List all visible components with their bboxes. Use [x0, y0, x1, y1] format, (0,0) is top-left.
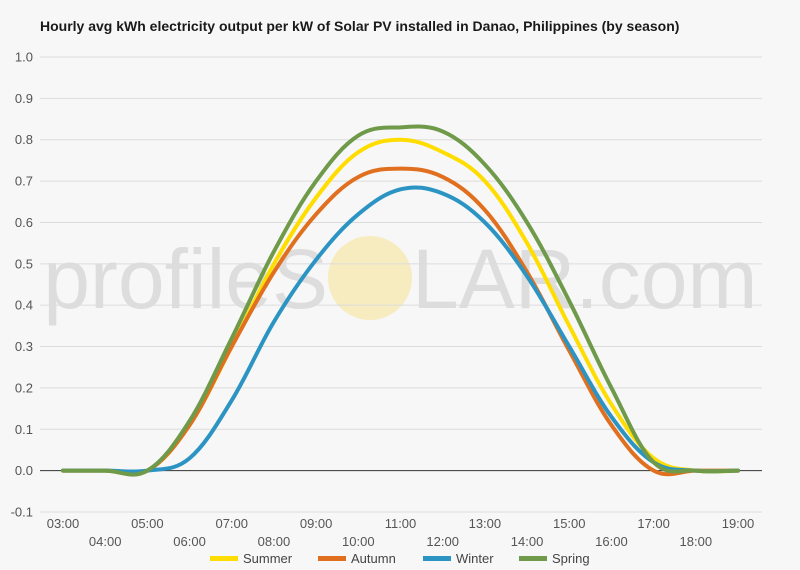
y-tick-label: 0.5: [15, 256, 33, 271]
x-tick-label: 15:00: [553, 516, 586, 531]
y-tick-label: 0.8: [15, 132, 33, 147]
x-tick-label: 06:00: [173, 534, 206, 549]
legend-label-autumn: Autumn: [351, 551, 396, 566]
y-tick-label: 0.9: [15, 91, 33, 106]
x-tick-label: 12:00: [426, 534, 459, 549]
watermark-text-right: LAR.com: [412, 232, 757, 326]
series-line-winter: [61, 185, 740, 474]
legend-swatch-summer: [210, 556, 238, 561]
legend-swatch-autumn: [318, 556, 346, 561]
legend-label-winter: Winter: [456, 551, 494, 566]
legend: Summer Autumn Winter Spring: [210, 551, 590, 566]
x-tick-label: 03:00: [47, 516, 80, 531]
watermark: profileS LAR.com: [43, 232, 757, 326]
y-tick-label: 0.2: [15, 380, 33, 395]
y-axis: -0.1 0.0 0.1 0.2 0.3 0.4 0.5 0.6 0.7 0.8 0.9 1.0: [11, 50, 33, 520]
y-tick-label: 0.6: [15, 215, 33, 230]
x-tick-label: 05:00: [131, 516, 164, 531]
x-tick-label: 18:00: [680, 534, 713, 549]
y-tick-label: 0.3: [15, 339, 33, 354]
legend-label-summer: Summer: [243, 551, 293, 566]
x-tick-label: 11:00: [385, 516, 417, 531]
legend-swatch-spring: [519, 556, 547, 561]
x-tick-label: 19:00: [722, 516, 755, 531]
x-tick-label: 08:00: [258, 534, 291, 549]
x-axis: 03:00 04:00 05:00 06:00 07:00 08:00 09:00 10:00…: [47, 516, 755, 549]
watermark-sun: [328, 236, 412, 320]
series-lines: [61, 124, 740, 477]
gridlines: [40, 56, 762, 513]
y-tick-label: 1.0: [15, 50, 33, 65]
legend-swatch-winter: [423, 556, 451, 561]
series-line-spring: [61, 124, 740, 477]
x-tick-label: 04:00: [89, 534, 122, 549]
series-line-autumn: [61, 166, 740, 477]
y-tick-label: -0.1: [11, 505, 33, 520]
x-tick-label: 13:00: [469, 516, 502, 531]
x-tick-label: 17:00: [637, 516, 670, 531]
x-tick-label: 16:00: [595, 534, 628, 549]
x-tick-label: 09:00: [300, 516, 333, 531]
chart-title: Hourly avg kWh electricity output per kW…: [40, 18, 680, 34]
x-tick-label: 14:00: [511, 534, 544, 549]
x-tick-label: 07:00: [215, 516, 248, 531]
x-tick-label: 10:00: [342, 534, 375, 549]
y-tick-label: 0.0: [15, 463, 33, 478]
legend-label-spring: Spring: [552, 551, 590, 566]
y-tick-label: 0.1: [15, 422, 33, 437]
y-tick-label: 0.4: [15, 298, 33, 313]
y-tick-label: 0.7: [15, 174, 33, 189]
